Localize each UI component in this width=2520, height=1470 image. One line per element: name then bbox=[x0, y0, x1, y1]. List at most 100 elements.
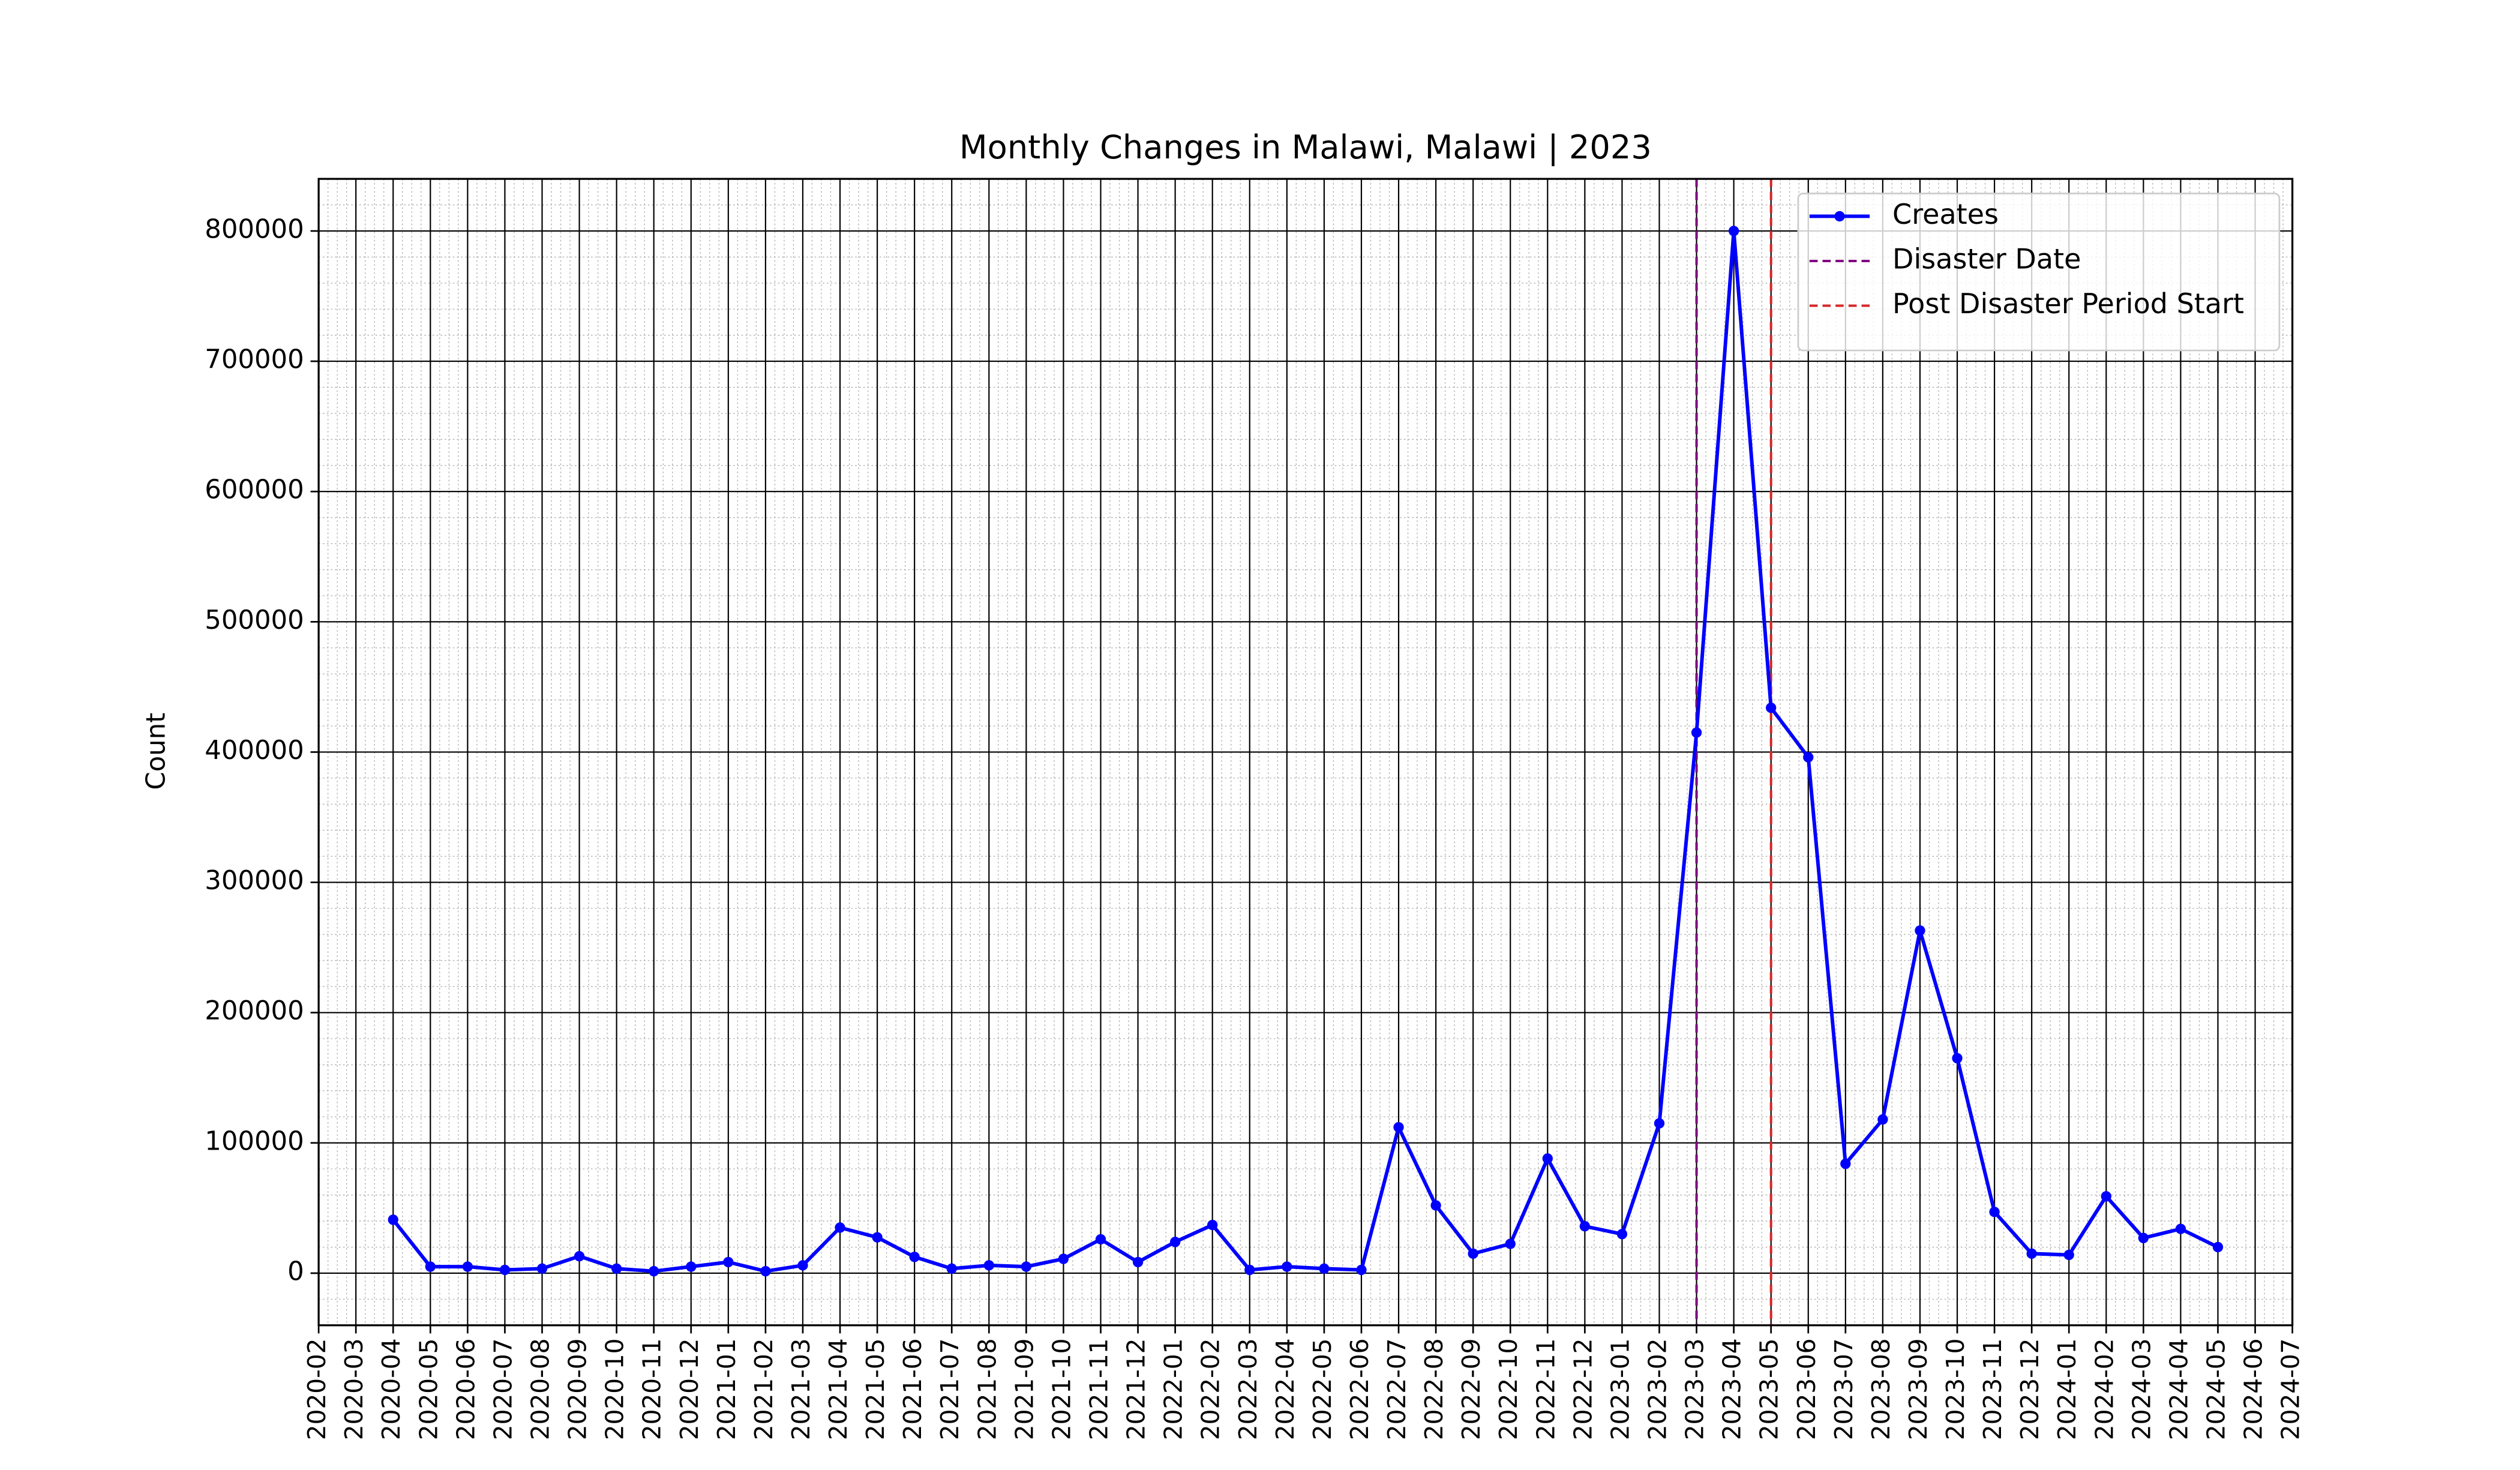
x-tick-label: 2020-09 bbox=[563, 1338, 592, 1440]
x-axis-label: Date bbox=[1274, 1466, 1337, 1470]
data-point bbox=[1207, 1219, 1218, 1231]
data-point bbox=[760, 1266, 771, 1277]
x-tick-label: 2022-11 bbox=[1531, 1338, 1560, 1440]
x-tick-label: 2024-03 bbox=[2127, 1338, 2156, 1440]
chart-title: Monthly Changes in Malawi, Malawi | 2023 bbox=[959, 128, 1652, 166]
y-tick-label: 500000 bbox=[205, 605, 304, 635]
x-tick-label: 2020-11 bbox=[638, 1338, 667, 1440]
x-tick-label: 2021-07 bbox=[935, 1338, 964, 1440]
x-tick-label: 2021-11 bbox=[1085, 1338, 1114, 1440]
data-point bbox=[462, 1261, 473, 1272]
x-tick-label: 2023-11 bbox=[1978, 1338, 2007, 1440]
y-tick-label: 300000 bbox=[205, 866, 304, 896]
data-point bbox=[1877, 1114, 1888, 1125]
x-tick-label: 2020-03 bbox=[340, 1338, 368, 1440]
x-tick-label: 2024-02 bbox=[2090, 1338, 2119, 1440]
data-point bbox=[1840, 1158, 1851, 1169]
data-point bbox=[1430, 1200, 1441, 1211]
x-tick-label: 2024-06 bbox=[2239, 1338, 2268, 1440]
x-tick-label: 2022-10 bbox=[1494, 1338, 1523, 1440]
x-tick-label: 2024-07 bbox=[2276, 1338, 2305, 1440]
x-tick-label: 2023-05 bbox=[1755, 1338, 1784, 1440]
x-tick-label: 2021-08 bbox=[973, 1338, 1001, 1440]
x-tick-label: 2020-02 bbox=[302, 1338, 331, 1440]
x-tick-label: 2020-10 bbox=[601, 1338, 629, 1440]
data-point bbox=[835, 1222, 845, 1233]
data-point bbox=[649, 1266, 659, 1277]
x-tick-label: 2022-06 bbox=[1345, 1338, 1374, 1440]
legend-label: Disaster Date bbox=[1892, 242, 2081, 275]
data-point bbox=[1654, 1118, 1665, 1129]
data-point bbox=[983, 1260, 994, 1271]
y-tick-label: 200000 bbox=[205, 996, 304, 1026]
x-tick-label: 2021-09 bbox=[1010, 1338, 1039, 1440]
legend: Creates Disaster Date Post Disaster Period… bbox=[1797, 193, 2281, 352]
data-point bbox=[2026, 1248, 2037, 1259]
x-tick-label: 2021-05 bbox=[861, 1338, 890, 1440]
data-point bbox=[1542, 1153, 1553, 1164]
x-tick-label: 2021-01 bbox=[712, 1338, 741, 1440]
x-tick-label: 2024-04 bbox=[2164, 1338, 2193, 1440]
data-point bbox=[909, 1252, 920, 1262]
data-point bbox=[1766, 702, 1777, 713]
data-point bbox=[1915, 925, 1925, 936]
x-tick-label: 2023-09 bbox=[1904, 1338, 1933, 1440]
data-point bbox=[1132, 1256, 1144, 1268]
data-point bbox=[1244, 1264, 1255, 1276]
data-point bbox=[2063, 1249, 2074, 1261]
x-tick-label: 2021-10 bbox=[1047, 1338, 1076, 1440]
x-tick-label: 2023-02 bbox=[1643, 1338, 1672, 1440]
data-point bbox=[946, 1263, 957, 1274]
x-tick-label: 2022-02 bbox=[1196, 1338, 1225, 1440]
data-point bbox=[872, 1232, 883, 1243]
data-point bbox=[1058, 1253, 1069, 1264]
x-tick-label: 2021-03 bbox=[787, 1338, 815, 1440]
legend-label: Post Disaster Period Start bbox=[1892, 287, 2244, 320]
x-tick-label: 2023-04 bbox=[1718, 1338, 1747, 1440]
data-point bbox=[1952, 1053, 1963, 1064]
data-point bbox=[425, 1261, 436, 1272]
x-tick-label: 2024-01 bbox=[2053, 1338, 2081, 1440]
data-point bbox=[388, 1214, 398, 1225]
x-tick-label: 2021-04 bbox=[824, 1338, 853, 1440]
data-point bbox=[499, 1264, 511, 1276]
x-tick-label: 2021-02 bbox=[749, 1338, 778, 1440]
data-point bbox=[1728, 226, 1739, 236]
y-tick-label: 700000 bbox=[205, 345, 304, 375]
legend-marker bbox=[1834, 211, 1845, 222]
x-tick-label: 2023-01 bbox=[1606, 1338, 1634, 1440]
data-point bbox=[1393, 1122, 1404, 1133]
data-point bbox=[1468, 1248, 1478, 1259]
x-tick-label: 2020-08 bbox=[526, 1338, 555, 1440]
data-point bbox=[1282, 1261, 1292, 1272]
plot-area bbox=[388, 179, 2224, 1325]
x-tick-label: 2022-05 bbox=[1308, 1338, 1337, 1440]
data-point bbox=[1803, 752, 1814, 763]
x-tick-label: 2022-04 bbox=[1271, 1338, 1300, 1440]
data-point bbox=[611, 1263, 622, 1274]
x-tick-label: 2023-10 bbox=[1941, 1338, 1970, 1440]
x-tick-label: 2021-12 bbox=[1122, 1338, 1151, 1440]
x-tick-label: 2024-05 bbox=[2202, 1338, 2231, 1440]
data-point bbox=[1616, 1229, 1628, 1240]
data-point bbox=[686, 1261, 697, 1272]
data-point bbox=[1021, 1261, 1032, 1272]
x-tick-label: 2023-03 bbox=[1681, 1338, 1709, 1440]
data-point bbox=[1691, 727, 1702, 738]
y-tick-label: 0 bbox=[287, 1256, 304, 1286]
data-line bbox=[391, 229, 2219, 1273]
data-point bbox=[2175, 1223, 2186, 1234]
data-point bbox=[536, 1263, 548, 1274]
x-tick-label: 2022-03 bbox=[1234, 1338, 1262, 1440]
data-point bbox=[1169, 1237, 1181, 1247]
x-tick-label: 2021-06 bbox=[898, 1338, 927, 1440]
y-tick-label: 400000 bbox=[205, 736, 304, 766]
x-tick-label: 2020-07 bbox=[488, 1338, 517, 1440]
y-tick-label: 100000 bbox=[205, 1126, 304, 1156]
legend-box bbox=[1797, 193, 2281, 352]
data-point bbox=[1989, 1207, 2000, 1217]
data-point bbox=[1095, 1234, 1106, 1245]
legend-label: Creates bbox=[1892, 198, 1999, 230]
x-tick-label: 2020-06 bbox=[451, 1338, 480, 1440]
